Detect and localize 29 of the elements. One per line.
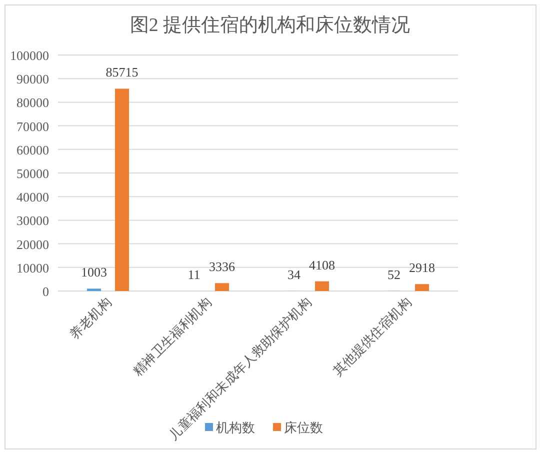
y-tick-label: 90000 <box>16 72 49 87</box>
data-label: 1003 <box>81 264 107 280</box>
bar <box>115 88 129 291</box>
y-tick-label: 50000 <box>16 166 49 181</box>
y-tick-label: 60000 <box>16 142 49 158</box>
data-label: 85715 <box>106 64 138 80</box>
x-tick-label: 其他提供住宿机构 <box>330 294 414 379</box>
data-label: 4108 <box>309 257 335 272</box>
y-tick-label: 80000 <box>16 95 49 110</box>
data-label: 2918 <box>409 260 435 276</box>
data-label: 34 <box>288 266 301 282</box>
y-tick-label: 70000 <box>16 118 49 134</box>
legend-label: 床位数 <box>284 420 323 435</box>
y-tick-label: 40000 <box>16 190 49 205</box>
data-label: 11 <box>188 266 200 282</box>
legend-label: 机构数 <box>216 420 255 435</box>
x-tick-label: 精神卫生福利机构 <box>130 294 214 379</box>
x-tick-label: 养老机构 <box>66 294 114 342</box>
data-label: 52 <box>388 266 400 282</box>
data-label: 3336 <box>209 259 236 274</box>
bar <box>315 281 329 291</box>
y-tick-label: 20000 <box>16 236 49 252</box>
y-tick-label: 100000 <box>10 48 49 63</box>
chart-title: 图2 提供住宿的机构和床位数情况 <box>130 14 410 36</box>
y-tick-label: 10000 <box>16 260 49 276</box>
bar <box>415 284 429 291</box>
bar <box>215 283 229 291</box>
y-tick-label: 30000 <box>16 213 49 228</box>
y-tick-label: 0 <box>42 284 49 299</box>
